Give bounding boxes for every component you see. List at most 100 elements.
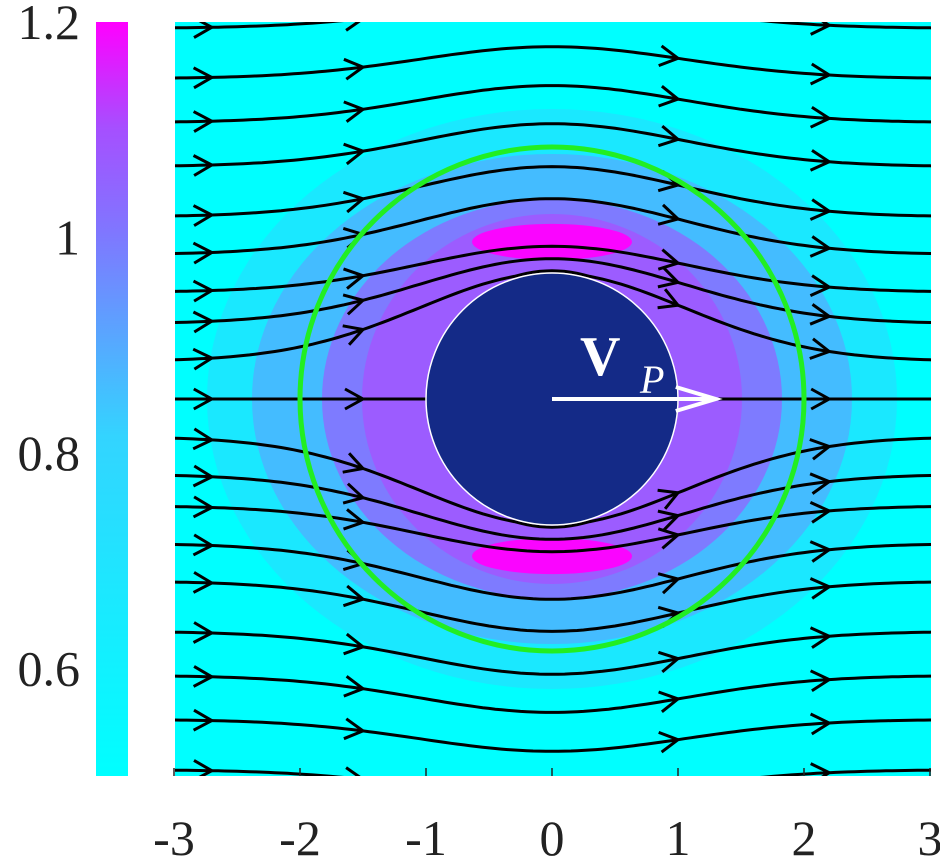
x-tick-label: -1 xyxy=(405,810,447,863)
streamline xyxy=(175,165,931,218)
streamline xyxy=(175,84,931,124)
streamline xyxy=(175,542,931,601)
streamline-arrow xyxy=(193,22,215,39)
streamline-arrow xyxy=(809,106,833,129)
streamline-arrow xyxy=(192,110,215,133)
streamline xyxy=(175,269,931,362)
streamline xyxy=(175,674,931,714)
streamline-arrow xyxy=(193,387,215,411)
streamline-arrow xyxy=(809,626,833,649)
streamline-arrow xyxy=(345,766,361,776)
streamline-arrow xyxy=(809,472,833,495)
streamline xyxy=(175,122,931,168)
streamline-arrow xyxy=(657,509,681,532)
streamline-arrow xyxy=(342,293,367,316)
streamline-arrow xyxy=(809,669,833,692)
streamline-arrow xyxy=(343,57,367,81)
streamline-arrow xyxy=(809,198,833,221)
streamline-arrow xyxy=(344,387,367,411)
velocity-subscript: P xyxy=(639,357,664,402)
streamline-arrow xyxy=(809,62,833,86)
streamline xyxy=(175,580,931,633)
streamline-arrow xyxy=(809,501,833,524)
colorbar-gradient xyxy=(96,22,128,776)
streamline-arrow xyxy=(657,266,681,289)
streamline-arrow xyxy=(657,288,681,310)
streamline-arrow xyxy=(342,452,366,474)
streamline-arrow xyxy=(657,488,681,510)
streamline-arrow xyxy=(658,730,682,754)
high-value-spot xyxy=(472,538,632,575)
streamline-arrow xyxy=(657,124,682,148)
streamline-arrow xyxy=(659,0,678,19)
streamline-arrow xyxy=(345,22,361,32)
streamline-arrow xyxy=(810,762,833,776)
velocity-label: V xyxy=(580,326,620,388)
streamline-arrow xyxy=(809,540,833,563)
streamline xyxy=(175,197,931,256)
colorbar-tick-label: 1.2 xyxy=(18,0,81,50)
streamline-arrow xyxy=(657,203,681,226)
streamline-arrow xyxy=(658,85,682,108)
streamline-arrow xyxy=(657,572,681,595)
colorbar-tick-label: 1 xyxy=(55,209,80,265)
streamline-arrow xyxy=(809,303,833,326)
streamline-arrow xyxy=(192,464,215,488)
streamline xyxy=(175,257,931,325)
streamline-arrow xyxy=(192,427,215,451)
x-tick-label: 2 xyxy=(792,810,817,863)
streamline xyxy=(175,473,931,541)
streamline xyxy=(175,436,931,529)
streamline xyxy=(175,244,931,293)
streamline-arrow xyxy=(809,274,833,297)
streamline-arrow xyxy=(192,621,215,644)
streamline-arrow xyxy=(343,267,367,290)
streamline-arrow xyxy=(342,190,367,214)
streamline-arrow xyxy=(809,337,833,360)
colorbar-tick-label: 0.8 xyxy=(18,425,81,481)
streamline-arrow xyxy=(192,66,215,90)
streamline-arrow xyxy=(343,142,367,166)
streamline-arrow xyxy=(192,204,215,227)
streamline xyxy=(175,505,931,554)
streamline-arrow xyxy=(192,495,215,519)
x-tick-label: 1 xyxy=(666,810,691,863)
colorbar: 1.2 1 0.8 0.6 xyxy=(18,0,128,776)
x-tick-label: 0 xyxy=(540,810,565,863)
streamline-arrow xyxy=(659,779,678,799)
streamline-arrow xyxy=(342,324,366,346)
x-tick-label: 3 xyxy=(918,810,940,863)
streamline xyxy=(175,718,931,753)
streamline-arrow xyxy=(192,665,215,688)
streamline-arrow xyxy=(192,279,215,303)
streamline-arrow xyxy=(657,527,682,550)
streamline-arrow xyxy=(810,387,833,411)
high-value-spot xyxy=(472,223,632,260)
streamline-arrow xyxy=(342,482,367,505)
streamline-arrow xyxy=(809,235,833,258)
streamline-arrow xyxy=(343,717,367,741)
streamline-arrow xyxy=(192,571,215,594)
streamline xyxy=(175,630,931,676)
streamline-arrow xyxy=(658,44,682,68)
streamline-arrow xyxy=(192,310,215,334)
streamline-arrow xyxy=(192,241,215,265)
streamline-arrow xyxy=(343,100,367,123)
streamline xyxy=(175,768,931,776)
streamline-arrow xyxy=(192,708,215,732)
streamline-arrow xyxy=(343,508,367,531)
colorbar-tick-label: 0.6 xyxy=(18,640,81,696)
streamline xyxy=(175,45,931,80)
streamline-arrow xyxy=(192,533,215,557)
velocity-arrow-head xyxy=(675,385,723,413)
plot-area: V P xyxy=(175,0,931,799)
streamline-arrow xyxy=(192,154,215,177)
x-axis-ticks: -3 -2 -1 0 1 2 3 xyxy=(153,768,940,863)
streamline-arrow xyxy=(343,632,367,656)
x-tick-label: -2 xyxy=(279,810,321,863)
streamline-arrow xyxy=(658,690,682,713)
streamline-arrow xyxy=(192,347,215,371)
streamline-arrow xyxy=(809,438,833,461)
streamline-arrow xyxy=(657,650,682,674)
